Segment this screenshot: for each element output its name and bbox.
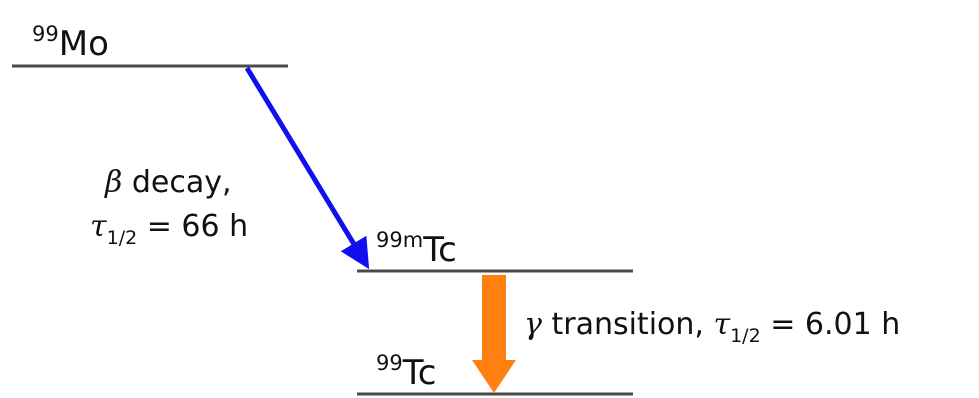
gamma-half-life-value: = 6.01 h [761, 307, 901, 342]
gamma-tau-symbol: τ [713, 307, 730, 342]
tc99m-label: 99mTc [376, 228, 457, 270]
gamma-arrow-shaft [482, 275, 506, 362]
beta-decay-label: β decay, [104, 165, 232, 200]
tc99-label: 99Tc [376, 351, 436, 393]
tc99-element: Tc [402, 353, 437, 393]
mo99-mass-number: 99 [32, 22, 59, 46]
beta-tau-symbol: τ [90, 209, 107, 244]
beta-symbol: β [104, 165, 122, 200]
beta-decay-text: decay, [122, 165, 231, 200]
tc99-mass-number: 99 [376, 351, 403, 375]
beta-decay-arrow [244, 66, 370, 270]
beta-half-life-value: = 66 h [137, 209, 248, 244]
gamma-tau-subscript: 1/2 [730, 325, 761, 347]
tc99m-mass-number: 99m [376, 228, 423, 252]
gamma-transition-text: transition, [542, 307, 714, 342]
gamma-transition-label: γ transition, τ1/2 = 6.01 h [524, 307, 900, 347]
mo99-element: Mo [59, 24, 109, 64]
mo99-label: 99Mo [32, 22, 109, 64]
tc99m-element: Tc [422, 230, 457, 270]
gamma-symbol: γ [524, 307, 542, 342]
gamma-arrow-head [472, 360, 516, 393]
beta-half-life: τ1/2 = 66 h [90, 209, 248, 249]
beta-tau-subscript: 1/2 [107, 227, 138, 249]
